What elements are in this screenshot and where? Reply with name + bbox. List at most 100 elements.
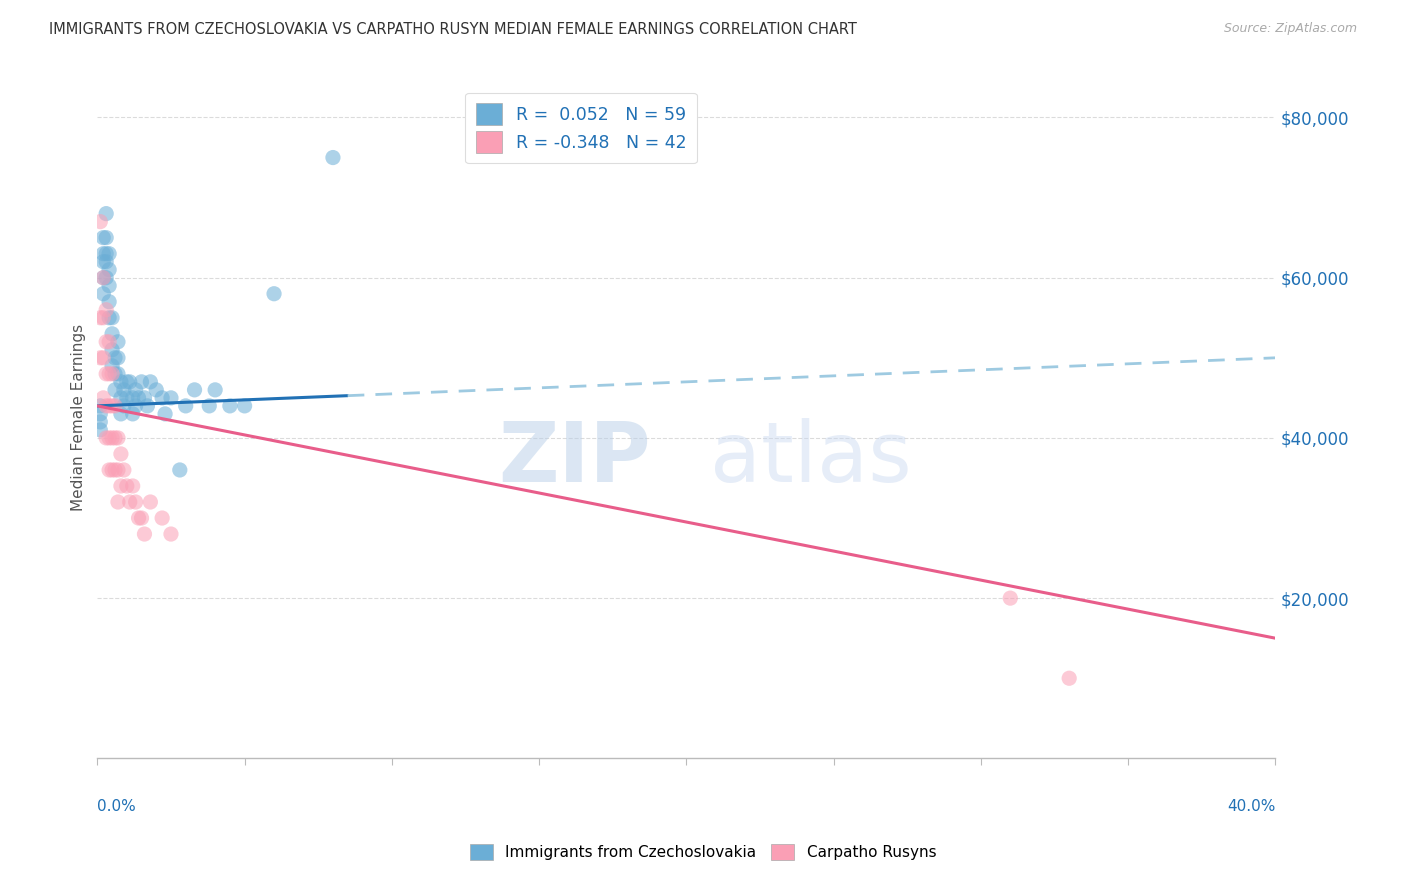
Point <box>98 334 121 349</box>
Point <box>91 310 114 325</box>
Y-axis label: Median Female Earnings: Median Female Earnings <box>72 325 86 511</box>
Point <box>101 343 124 357</box>
Point <box>101 326 124 341</box>
Point <box>89 415 111 429</box>
Point <box>104 399 127 413</box>
Point <box>128 511 150 525</box>
Point <box>89 399 111 413</box>
Point <box>89 351 111 365</box>
Point <box>101 310 124 325</box>
Point <box>107 431 129 445</box>
Text: IMMIGRANTS FROM CZECHOSLOVAKIA VS CARPATHO RUSYN MEDIAN FEMALE EARNINGS CORRELAT: IMMIGRANTS FROM CZECHOSLOVAKIA VS CARPAT… <box>49 22 858 37</box>
Point <box>110 479 132 493</box>
Point <box>91 286 114 301</box>
Text: 0.0%: 0.0% <box>97 799 136 814</box>
Point <box>96 246 118 260</box>
Point <box>98 399 121 413</box>
Point <box>96 334 118 349</box>
Point <box>98 367 121 381</box>
Point <box>104 367 127 381</box>
Point <box>160 527 183 541</box>
Point <box>91 254 114 268</box>
Point <box>89 310 111 325</box>
Point <box>104 463 127 477</box>
Text: 40.0%: 40.0% <box>1227 799 1275 814</box>
Point <box>91 351 114 365</box>
Point <box>107 351 129 365</box>
Point <box>110 375 132 389</box>
Point <box>145 383 167 397</box>
Point <box>124 383 146 397</box>
Point <box>101 431 124 445</box>
Point <box>96 431 118 445</box>
Point <box>98 463 121 477</box>
Point <box>183 383 205 397</box>
Point <box>91 391 114 405</box>
Point <box>233 399 256 413</box>
Point <box>139 375 162 389</box>
Point <box>101 463 124 477</box>
Point <box>263 286 285 301</box>
Point <box>218 399 240 413</box>
Point <box>198 399 221 413</box>
Point <box>101 367 124 381</box>
Point <box>124 399 146 413</box>
Point <box>136 399 159 413</box>
Point <box>112 399 135 413</box>
Point <box>91 270 114 285</box>
Text: Source: ZipAtlas.com: Source: ZipAtlas.com <box>1223 22 1357 36</box>
Point <box>96 254 118 268</box>
Point <box>153 407 176 421</box>
Point <box>98 262 121 277</box>
Point <box>110 447 132 461</box>
Point <box>96 367 118 381</box>
Point <box>150 511 173 525</box>
Point <box>98 278 121 293</box>
Point <box>118 375 141 389</box>
Point <box>131 375 153 389</box>
Point <box>104 351 127 365</box>
Point <box>1057 671 1080 685</box>
Point <box>98 310 121 325</box>
Point <box>91 230 114 244</box>
Point <box>89 423 111 437</box>
Point <box>169 463 191 477</box>
Point <box>89 407 111 421</box>
Point <box>107 367 129 381</box>
Point <box>112 463 135 477</box>
Point <box>110 407 132 421</box>
Legend: Immigrants from Czechoslovakia, Carpatho Rusyns: Immigrants from Czechoslovakia, Carpatho… <box>464 838 942 866</box>
Point <box>204 383 226 397</box>
Point <box>115 375 138 389</box>
Point <box>91 270 114 285</box>
Point <box>124 495 146 509</box>
Text: ZIP: ZIP <box>499 418 651 500</box>
Point <box>150 391 173 405</box>
Legend: R =  0.052   N = 59, R = -0.348   N = 42: R = 0.052 N = 59, R = -0.348 N = 42 <box>465 93 697 163</box>
Point <box>104 431 127 445</box>
Point <box>107 495 129 509</box>
Point <box>118 495 141 509</box>
Point <box>96 230 118 244</box>
Point <box>110 391 132 405</box>
Point <box>96 206 118 220</box>
Point <box>160 391 183 405</box>
Point <box>98 246 121 260</box>
Point <box>98 294 121 309</box>
Text: atlas: atlas <box>710 418 911 500</box>
Point <box>112 383 135 397</box>
Point <box>128 391 150 405</box>
Point <box>104 383 127 397</box>
Point <box>115 479 138 493</box>
Point <box>96 399 118 413</box>
Point <box>134 391 156 405</box>
Point <box>131 511 153 525</box>
Point <box>1000 591 1022 606</box>
Point <box>134 527 156 541</box>
Point <box>107 334 129 349</box>
Point <box>115 391 138 405</box>
Point <box>121 479 143 493</box>
Point <box>101 399 124 413</box>
Point <box>101 359 124 373</box>
Point <box>322 151 344 165</box>
